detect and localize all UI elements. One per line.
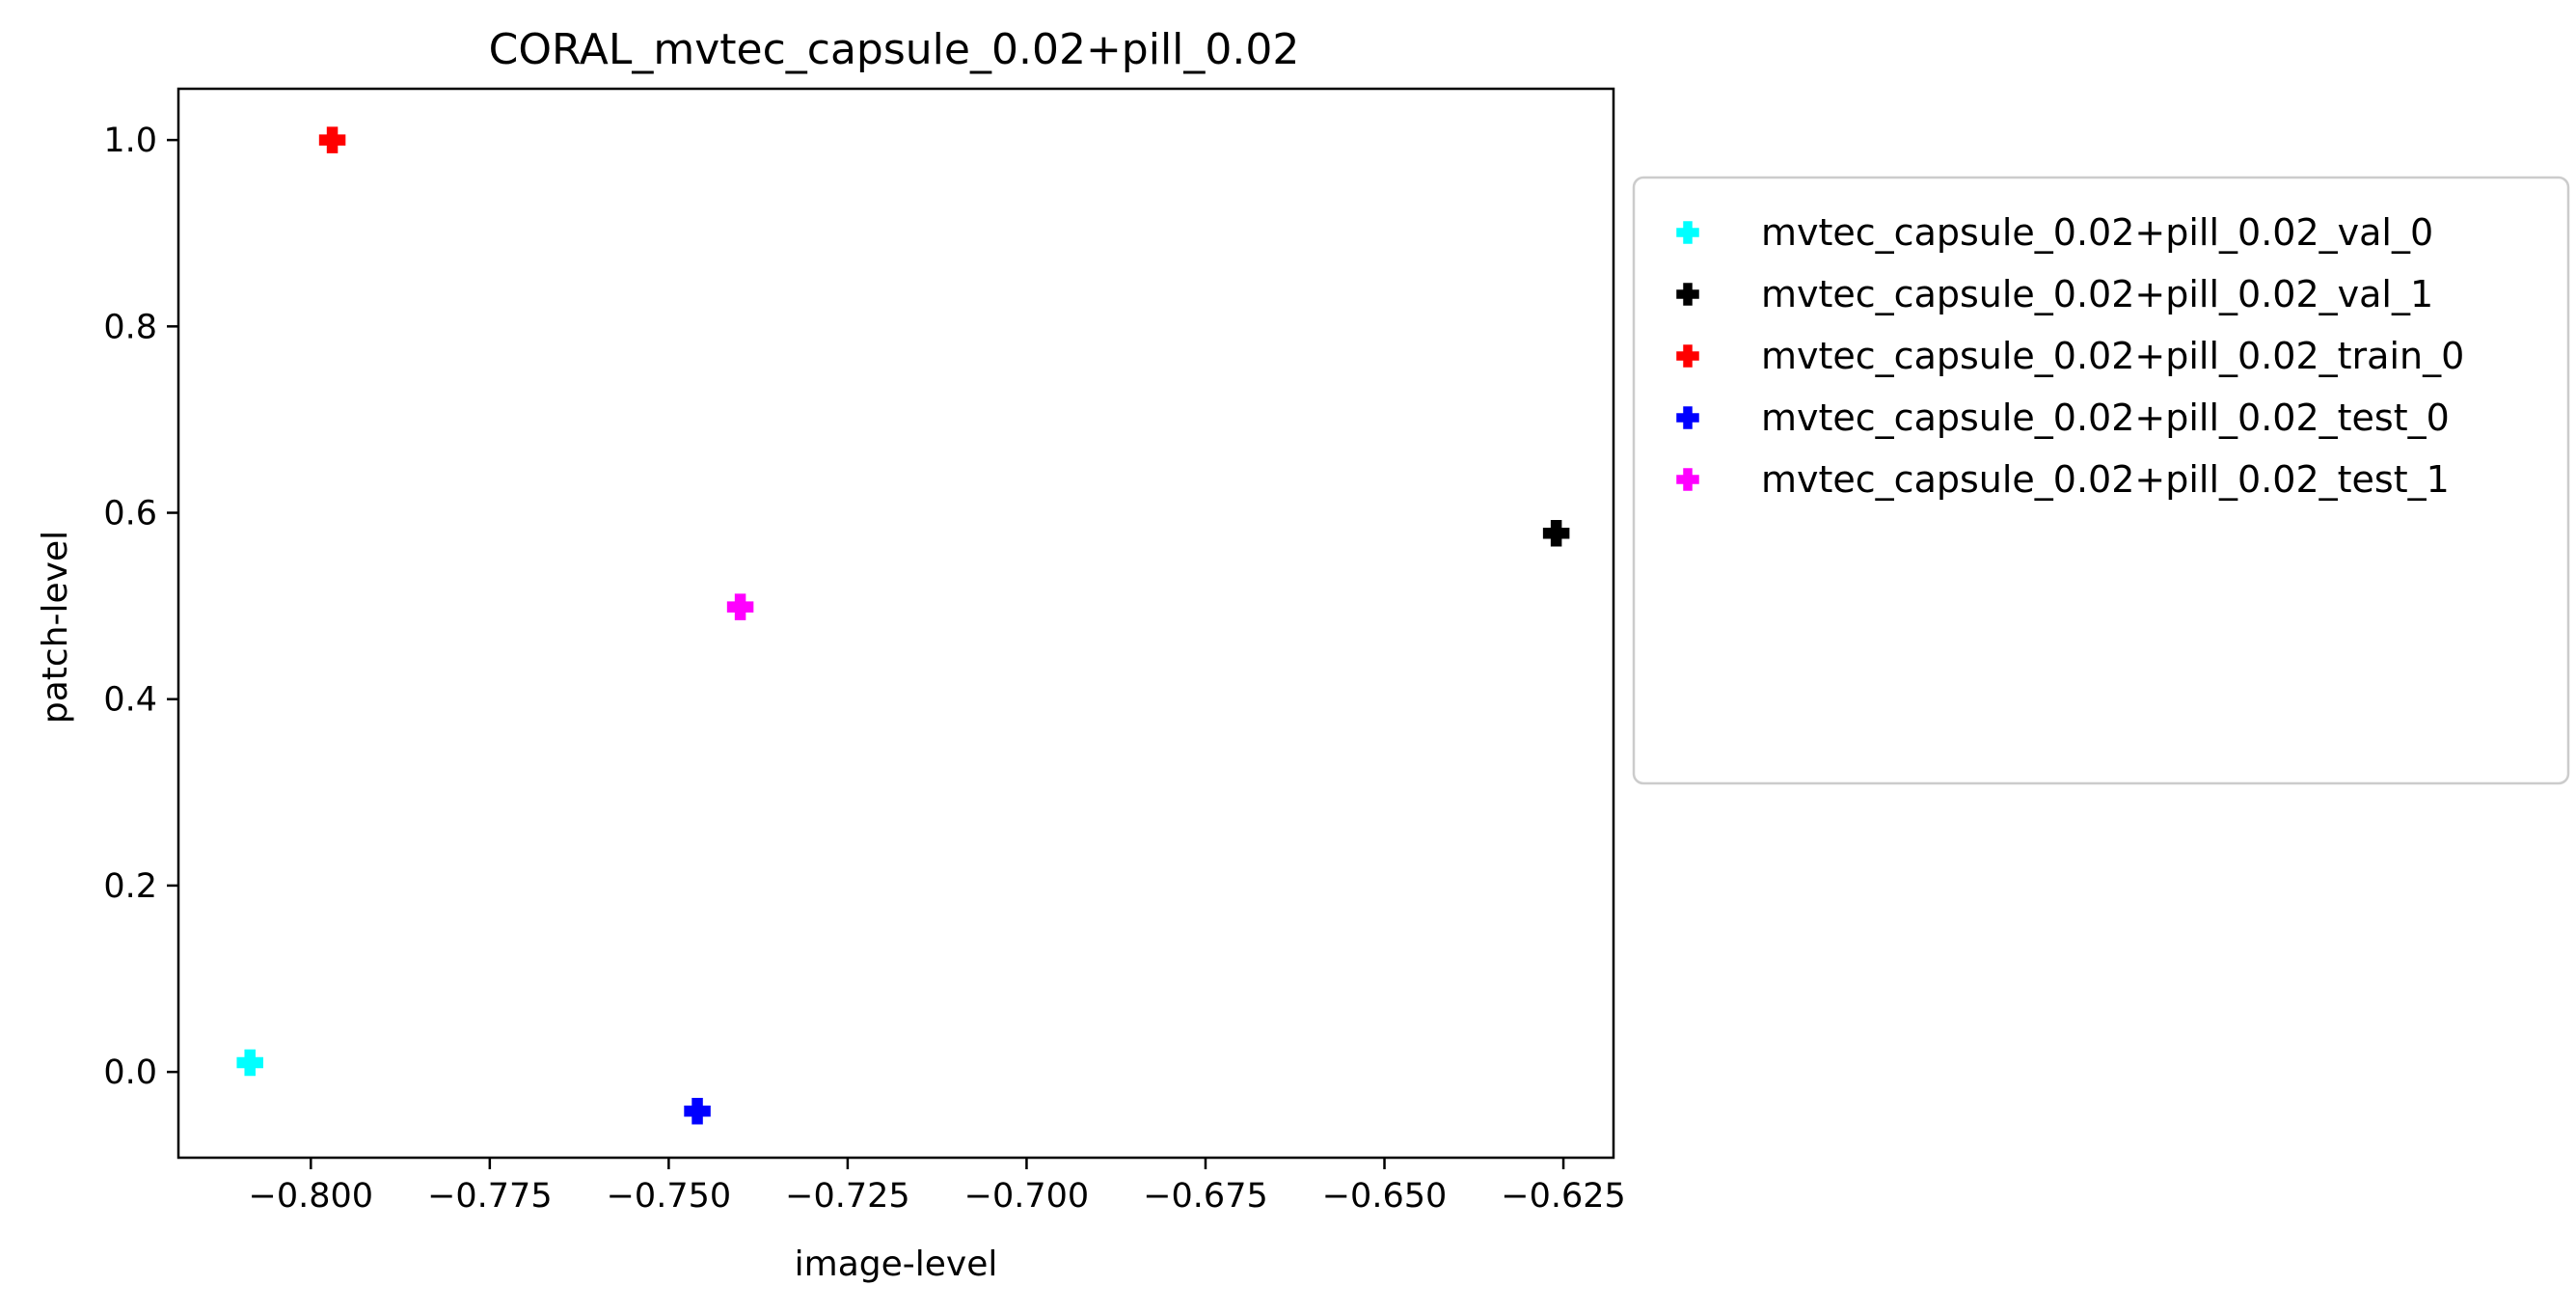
data-point: [318, 126, 346, 153]
y-tick-label: 0.4: [103, 681, 157, 720]
y-axis-label: patch-level: [36, 531, 75, 724]
legend-marker: [1676, 283, 1699, 306]
x-axis-label: image-level: [795, 1245, 998, 1284]
x-tick-label: −0.650: [1322, 1177, 1448, 1216]
x-tick-label: −0.775: [427, 1177, 553, 1216]
y-axis-ticks: 0.0 0.2 0.4 0.6 0.8 1.0: [103, 122, 178, 1092]
legend: mvtec_capsule_0.02+pill_0.02_val_0 mvtec_…: [1632, 176, 2570, 785]
legend-marker: [1676, 406, 1699, 429]
legend-marker: [1676, 221, 1699, 244]
legend-marker: [1676, 468, 1699, 491]
x-axis-ticks: −0.800 −0.775 −0.750 −0.725 −0.700 −0.675 −0.6…: [249, 1158, 1626, 1216]
legend-label: mvtec_capsule_0.02+pill_0.02_val_0: [1761, 211, 2433, 254]
legend-label: mvtec_capsule_0.02+pill_0.02_test_1: [1761, 458, 2450, 501]
y-tick-label: 0.0: [103, 1053, 157, 1092]
y-tick-label: 0.2: [103, 867, 157, 906]
x-tick-label: −0.800: [249, 1177, 374, 1216]
x-tick-label: −0.750: [607, 1177, 732, 1216]
data-point: [1542, 520, 1570, 547]
x-tick-label: −0.700: [964, 1177, 1090, 1216]
x-tick-label: −0.725: [785, 1177, 910, 1216]
plot-area: [176, 87, 1615, 1160]
legend-label: mvtec_capsule_0.02+pill_0.02_val_1: [1761, 273, 2433, 315]
x-tick-label: −0.625: [1501, 1177, 1626, 1216]
data-points: [236, 126, 1570, 1125]
data-point: [684, 1097, 711, 1125]
legend-label: mvtec_capsule_0.02+pill_0.02_train_0: [1761, 335, 2464, 377]
legend-items: mvtec_capsule_0.02+pill_0.02_val_0 mvtec_…: [1676, 211, 2464, 501]
legend-marker: [1676, 344, 1699, 368]
y-tick-label: 1.0: [103, 122, 157, 160]
x-tick-label: −0.675: [1143, 1177, 1268, 1216]
legend-frame: [1632, 176, 2570, 785]
y-tick-label: 0.6: [103, 495, 157, 533]
legend-label: mvtec_capsule_0.02+pill_0.02_test_0: [1761, 397, 2450, 439]
chart-title: CORAL_mvtec_capsule_0.02+pill_0.02: [489, 25, 1300, 74]
data-point: [726, 593, 754, 620]
y-tick-label: 0.8: [103, 308, 157, 346]
data-point: [236, 1049, 263, 1077]
